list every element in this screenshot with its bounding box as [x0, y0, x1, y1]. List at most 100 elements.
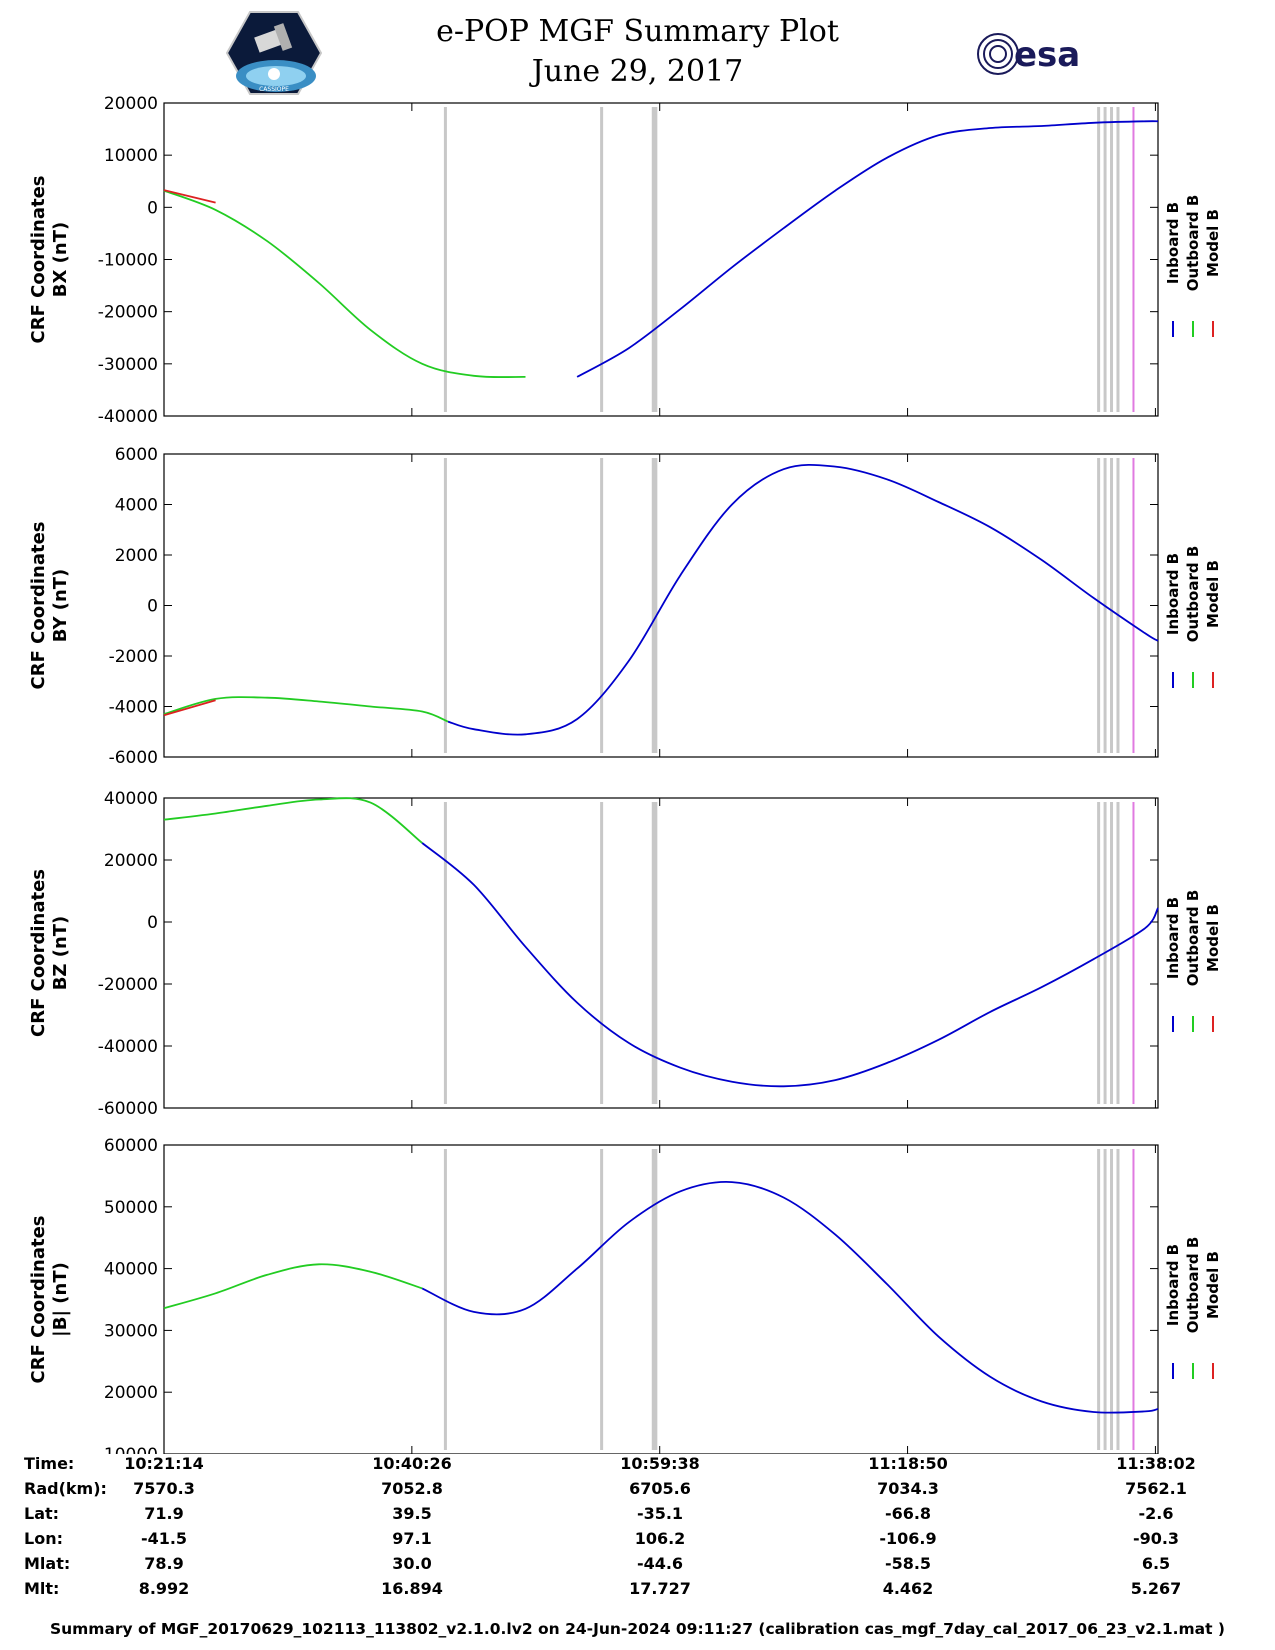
series-line-outboard-b: [163, 189, 526, 378]
series-line-model-b: [163, 189, 216, 204]
info-cell: 71.9: [144, 1504, 184, 1523]
plot-title: e-POP MGF Summary Plot: [436, 14, 839, 49]
y-tick-label: -30000: [98, 355, 158, 375]
legend-label: Model B: [1204, 1251, 1222, 1319]
series-line-inboard-b: [447, 463, 1159, 736]
y-axis-label: |B| (nT): [50, 1262, 71, 1337]
info-cell: 16.894: [381, 1579, 443, 1598]
info-row-label: Lon:: [24, 1529, 63, 1548]
series-line-outboard-b: [163, 797, 423, 844]
info-cell: 7052.8: [381, 1479, 443, 1498]
y-tick-label: -6000: [109, 748, 158, 768]
y-tick-label: -4000: [109, 698, 158, 718]
info-cell: -106.9: [879, 1529, 937, 1548]
legend-label: Model B: [1204, 209, 1222, 277]
info-cell: 39.5: [392, 1504, 432, 1523]
plot-frame: [163, 102, 1159, 417]
y-tick-label: 0: [147, 597, 158, 617]
plot-frame: [163, 1144, 1159, 1454]
info-cell: 11:38:02: [1116, 1454, 1196, 1473]
legend-label: Outboard B: [1184, 546, 1202, 643]
y-axis-label: CRF Coordinates: [28, 1216, 49, 1384]
y-tick-label: 40000: [104, 789, 158, 809]
esa-logo-text: esa: [1014, 35, 1080, 75]
y-axis-label: BY (nT): [50, 569, 71, 643]
y-tick-label: 0: [147, 198, 158, 218]
legend-label: Inboard B: [1164, 553, 1182, 635]
series-line-inboard-b: [576, 120, 1159, 378]
info-cell: 6705.6: [629, 1479, 691, 1498]
y-tick-label: 60000: [104, 1136, 158, 1156]
orbit-info-table: Time: Rad(km): Lat: Lon: Mlat: Mlt: 10:21:14 75…: [0, 1454, 1275, 1604]
series-line-outboard-b: [163, 1263, 423, 1310]
info-cell: 17.727: [629, 1579, 691, 1598]
y-tick-label: -60000: [98, 1099, 158, 1119]
legend-label: Inboard B: [1164, 897, 1182, 979]
panel-2: 6000 4000 2000 0 -2000 -4000 -6000 CRF Coordina…: [28, 445, 1222, 768]
y-tick-label: -10000: [98, 251, 158, 271]
y-tick-label: 20000: [104, 851, 158, 871]
series-line-inboard-b: [421, 1181, 1159, 1414]
legend-label: Model B: [1204, 904, 1222, 972]
panel-1: 20000 10000 0 -10000 -20000 -30000 -40000 CRF C…: [28, 94, 1222, 427]
y-tick-label: 20000: [104, 94, 158, 114]
info-cell: -90.3: [1132, 1529, 1180, 1548]
info-cell: 10:21:14: [124, 1454, 204, 1473]
info-cell: -41.5: [140, 1529, 188, 1548]
info-cell: 106.2: [634, 1529, 686, 1548]
info-cell: 97.1: [392, 1529, 432, 1548]
plot-frame: [163, 797, 1159, 1109]
info-row-label: Lat:: [24, 1504, 60, 1523]
info-cell: -66.8: [884, 1504, 932, 1523]
y-axis-label: BZ (nT): [50, 916, 71, 991]
y-axis-label: CRF Coordinates: [28, 176, 49, 344]
y-tick-label: 4000: [115, 496, 158, 516]
info-cell: 11:18:50: [868, 1454, 948, 1473]
y-tick-label: 50000: [104, 1198, 158, 1218]
y-tick-label: 2000: [115, 546, 158, 566]
info-cell: 6.5: [1141, 1554, 1171, 1573]
info-cell: 7034.3: [877, 1479, 939, 1498]
y-axis-label: CRF Coordinates: [28, 522, 49, 690]
legend-label: Outboard B: [1184, 890, 1202, 987]
info-cell: 78.9: [144, 1554, 184, 1573]
info-row-label: Mlat:: [24, 1554, 71, 1573]
series-line-model-b: [163, 699, 216, 717]
y-tick-label: 40000: [104, 1260, 158, 1280]
info-cell: -44.6: [636, 1554, 684, 1573]
series-line-inboard-b: [421, 842, 1159, 1088]
y-tick-label: 30000: [104, 1321, 158, 1341]
cassiope-logo: CASSIOPE: [226, 11, 322, 95]
info-cell: 10:40:26: [372, 1454, 452, 1473]
y-tick-label: 0: [147, 913, 158, 933]
legend-label: Outboard B: [1184, 195, 1202, 292]
y-tick-label: 6000: [115, 445, 158, 465]
info-row-label: Time:: [24, 1454, 75, 1473]
series-line-outboard-b: [163, 696, 449, 723]
plot-frame: [163, 453, 1159, 758]
cassiope-logo-text: CASSIOPE: [259, 86, 289, 93]
info-cell: 7562.1: [1125, 1479, 1187, 1498]
info-cell: 10:59:38: [620, 1454, 700, 1473]
info-cell: 4.462: [882, 1579, 934, 1598]
plot-date: June 29, 2017: [531, 54, 744, 89]
info-cell: -2.6: [1138, 1504, 1174, 1523]
esa-logo: esa: [977, 33, 1080, 75]
y-tick-label: -40000: [98, 407, 158, 427]
info-cell: -35.1: [636, 1504, 684, 1523]
info-row-label: Mlt:: [24, 1579, 60, 1598]
y-tick-label: 10000: [104, 1445, 158, 1454]
legend-label: Inboard B: [1164, 202, 1182, 284]
legend-label: Model B: [1204, 560, 1222, 628]
y-tick-label: -2000: [109, 647, 158, 667]
info-cell: 5.267: [1130, 1579, 1182, 1598]
summary-footer: Summary of MGF_20170629_102113_113802_v2…: [49, 1620, 1226, 1638]
y-tick-label: 10000: [104, 146, 158, 166]
info-cell: 8.992: [138, 1579, 190, 1598]
info-cell: 30.0: [392, 1554, 432, 1573]
info-cell: 7570.3: [133, 1479, 195, 1498]
panel-3: 40000 20000 0 -20000 -40000 -60000 CRF Coordin…: [28, 789, 1222, 1119]
y-tick-label: -40000: [98, 1037, 158, 1057]
info-cell: -58.5: [884, 1554, 932, 1573]
y-axis-label: CRF Coordinates: [28, 869, 49, 1037]
